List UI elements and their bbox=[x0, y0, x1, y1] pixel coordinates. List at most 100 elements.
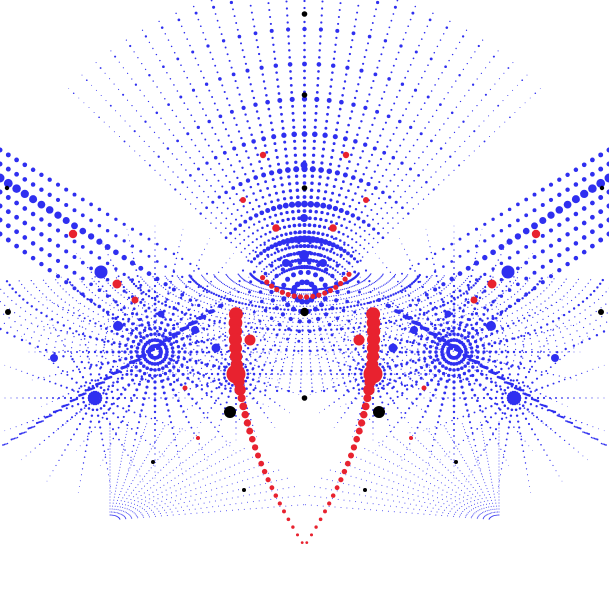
blue-dot bbox=[94, 325, 96, 328]
blue-dot bbox=[526, 319, 529, 321]
blue-dot bbox=[397, 284, 399, 286]
blue-dot bbox=[73, 307, 75, 309]
blue-dot bbox=[408, 185, 411, 187]
blue-dot bbox=[116, 380, 119, 384]
blue-dot bbox=[202, 275, 204, 278]
blue-dot bbox=[342, 172, 348, 178]
blue-dot bbox=[487, 358, 491, 362]
blue-dot bbox=[512, 89, 514, 91]
blue-dot bbox=[260, 297, 262, 299]
blue-dot bbox=[461, 391, 465, 395]
blue-dot bbox=[289, 329, 293, 332]
blue-dot bbox=[310, 366, 312, 368]
blue-dot bbox=[234, 289, 236, 291]
blue-dot bbox=[0, 288, 2, 290]
blue-dot bbox=[322, 321, 324, 323]
blue-dot bbox=[118, 438, 120, 441]
blue-dot bbox=[142, 397, 144, 399]
blue-dot bbox=[255, 326, 259, 330]
blue-dot bbox=[108, 126, 110, 128]
blue-dot bbox=[77, 317, 79, 319]
blue-dot bbox=[377, 241, 379, 244]
blue-dot bbox=[120, 392, 123, 396]
blue-dot bbox=[21, 283, 23, 286]
blue-dot bbox=[156, 419, 158, 422]
blue-dot bbox=[530, 492, 532, 493]
blue-dot bbox=[517, 291, 519, 293]
blue-dot bbox=[210, 381, 212, 383]
blue-dot bbox=[444, 366, 448, 370]
blue-dot bbox=[130, 359, 132, 361]
blue-dot bbox=[308, 349, 311, 352]
blue-dot bbox=[440, 343, 442, 345]
blue-dot bbox=[190, 426, 193, 429]
blue-dot bbox=[123, 396, 127, 400]
blue-dot bbox=[148, 303, 150, 305]
blue-dot bbox=[275, 389, 279, 393]
blue-dot bbox=[335, 316, 340, 321]
blue-dot bbox=[279, 300, 281, 302]
blue-dot bbox=[427, 290, 430, 292]
blue-dot bbox=[189, 350, 193, 354]
blue-dot bbox=[83, 407, 86, 409]
blue-dot bbox=[10, 397, 12, 399]
blue-dot bbox=[390, 300, 392, 303]
blue-dot bbox=[334, 281, 339, 286]
blue-dot bbox=[320, 374, 322, 376]
blue-dot bbox=[524, 350, 528, 354]
blue-dot bbox=[478, 300, 480, 302]
blue-dot bbox=[375, 281, 377, 283]
blue-dot bbox=[0, 301, 1, 303]
blue-dot bbox=[556, 345, 558, 347]
blue-dot bbox=[599, 325, 602, 327]
blue-dot bbox=[463, 160, 465, 162]
blue-dot bbox=[350, 340, 352, 342]
blue-dot bbox=[380, 309, 382, 311]
blue-dot bbox=[247, 156, 250, 160]
blue-dot bbox=[115, 332, 119, 336]
blue-dot bbox=[540, 420, 543, 423]
blue-dot bbox=[134, 284, 138, 288]
blue-dot bbox=[37, 417, 40, 420]
blue-dot bbox=[342, 248, 347, 253]
blue-dot bbox=[243, 334, 245, 336]
blue-dot bbox=[244, 150, 248, 153]
blue-dot bbox=[107, 318, 109, 320]
blue-dot bbox=[182, 317, 184, 319]
blue-dot bbox=[584, 309, 586, 311]
blue-dot bbox=[424, 291, 427, 294]
blue-dot bbox=[567, 406, 568, 408]
blue-dot bbox=[53, 327, 55, 329]
blue-dot bbox=[288, 201, 296, 208]
blue-dot bbox=[112, 264, 115, 267]
blue-dot bbox=[473, 411, 476, 414]
blue-dot bbox=[152, 324, 155, 326]
blue-dot bbox=[569, 333, 571, 335]
blue-dot bbox=[144, 326, 147, 329]
blue-dot bbox=[486, 317, 489, 320]
blue-dot bbox=[561, 299, 563, 301]
blue-dot bbox=[81, 468, 84, 470]
blue-dot bbox=[200, 300, 202, 302]
blue-dot bbox=[173, 51, 176, 54]
blue-dot bbox=[42, 304, 44, 306]
blue-dot bbox=[26, 301, 29, 304]
blue-dot bbox=[579, 312, 581, 315]
blue-dot bbox=[320, 202, 327, 209]
blue-dot bbox=[208, 89, 211, 92]
blue-dot bbox=[46, 403, 48, 405]
blue-dot bbox=[455, 47, 457, 50]
blue-dot bbox=[486, 443, 488, 446]
blue-dot bbox=[213, 305, 215, 307]
blue-dot bbox=[187, 308, 190, 312]
blue-dot bbox=[302, 174, 307, 178]
blue-dot bbox=[347, 292, 349, 294]
blue-dot bbox=[139, 415, 142, 418]
blue-dot bbox=[327, 257, 332, 262]
blue-dot bbox=[332, 333, 334, 335]
blue-dot bbox=[126, 288, 128, 290]
blue-dot bbox=[441, 278, 443, 280]
blue-dot bbox=[76, 390, 80, 394]
blue-dot bbox=[452, 290, 456, 294]
blue-dot bbox=[301, 338, 303, 340]
